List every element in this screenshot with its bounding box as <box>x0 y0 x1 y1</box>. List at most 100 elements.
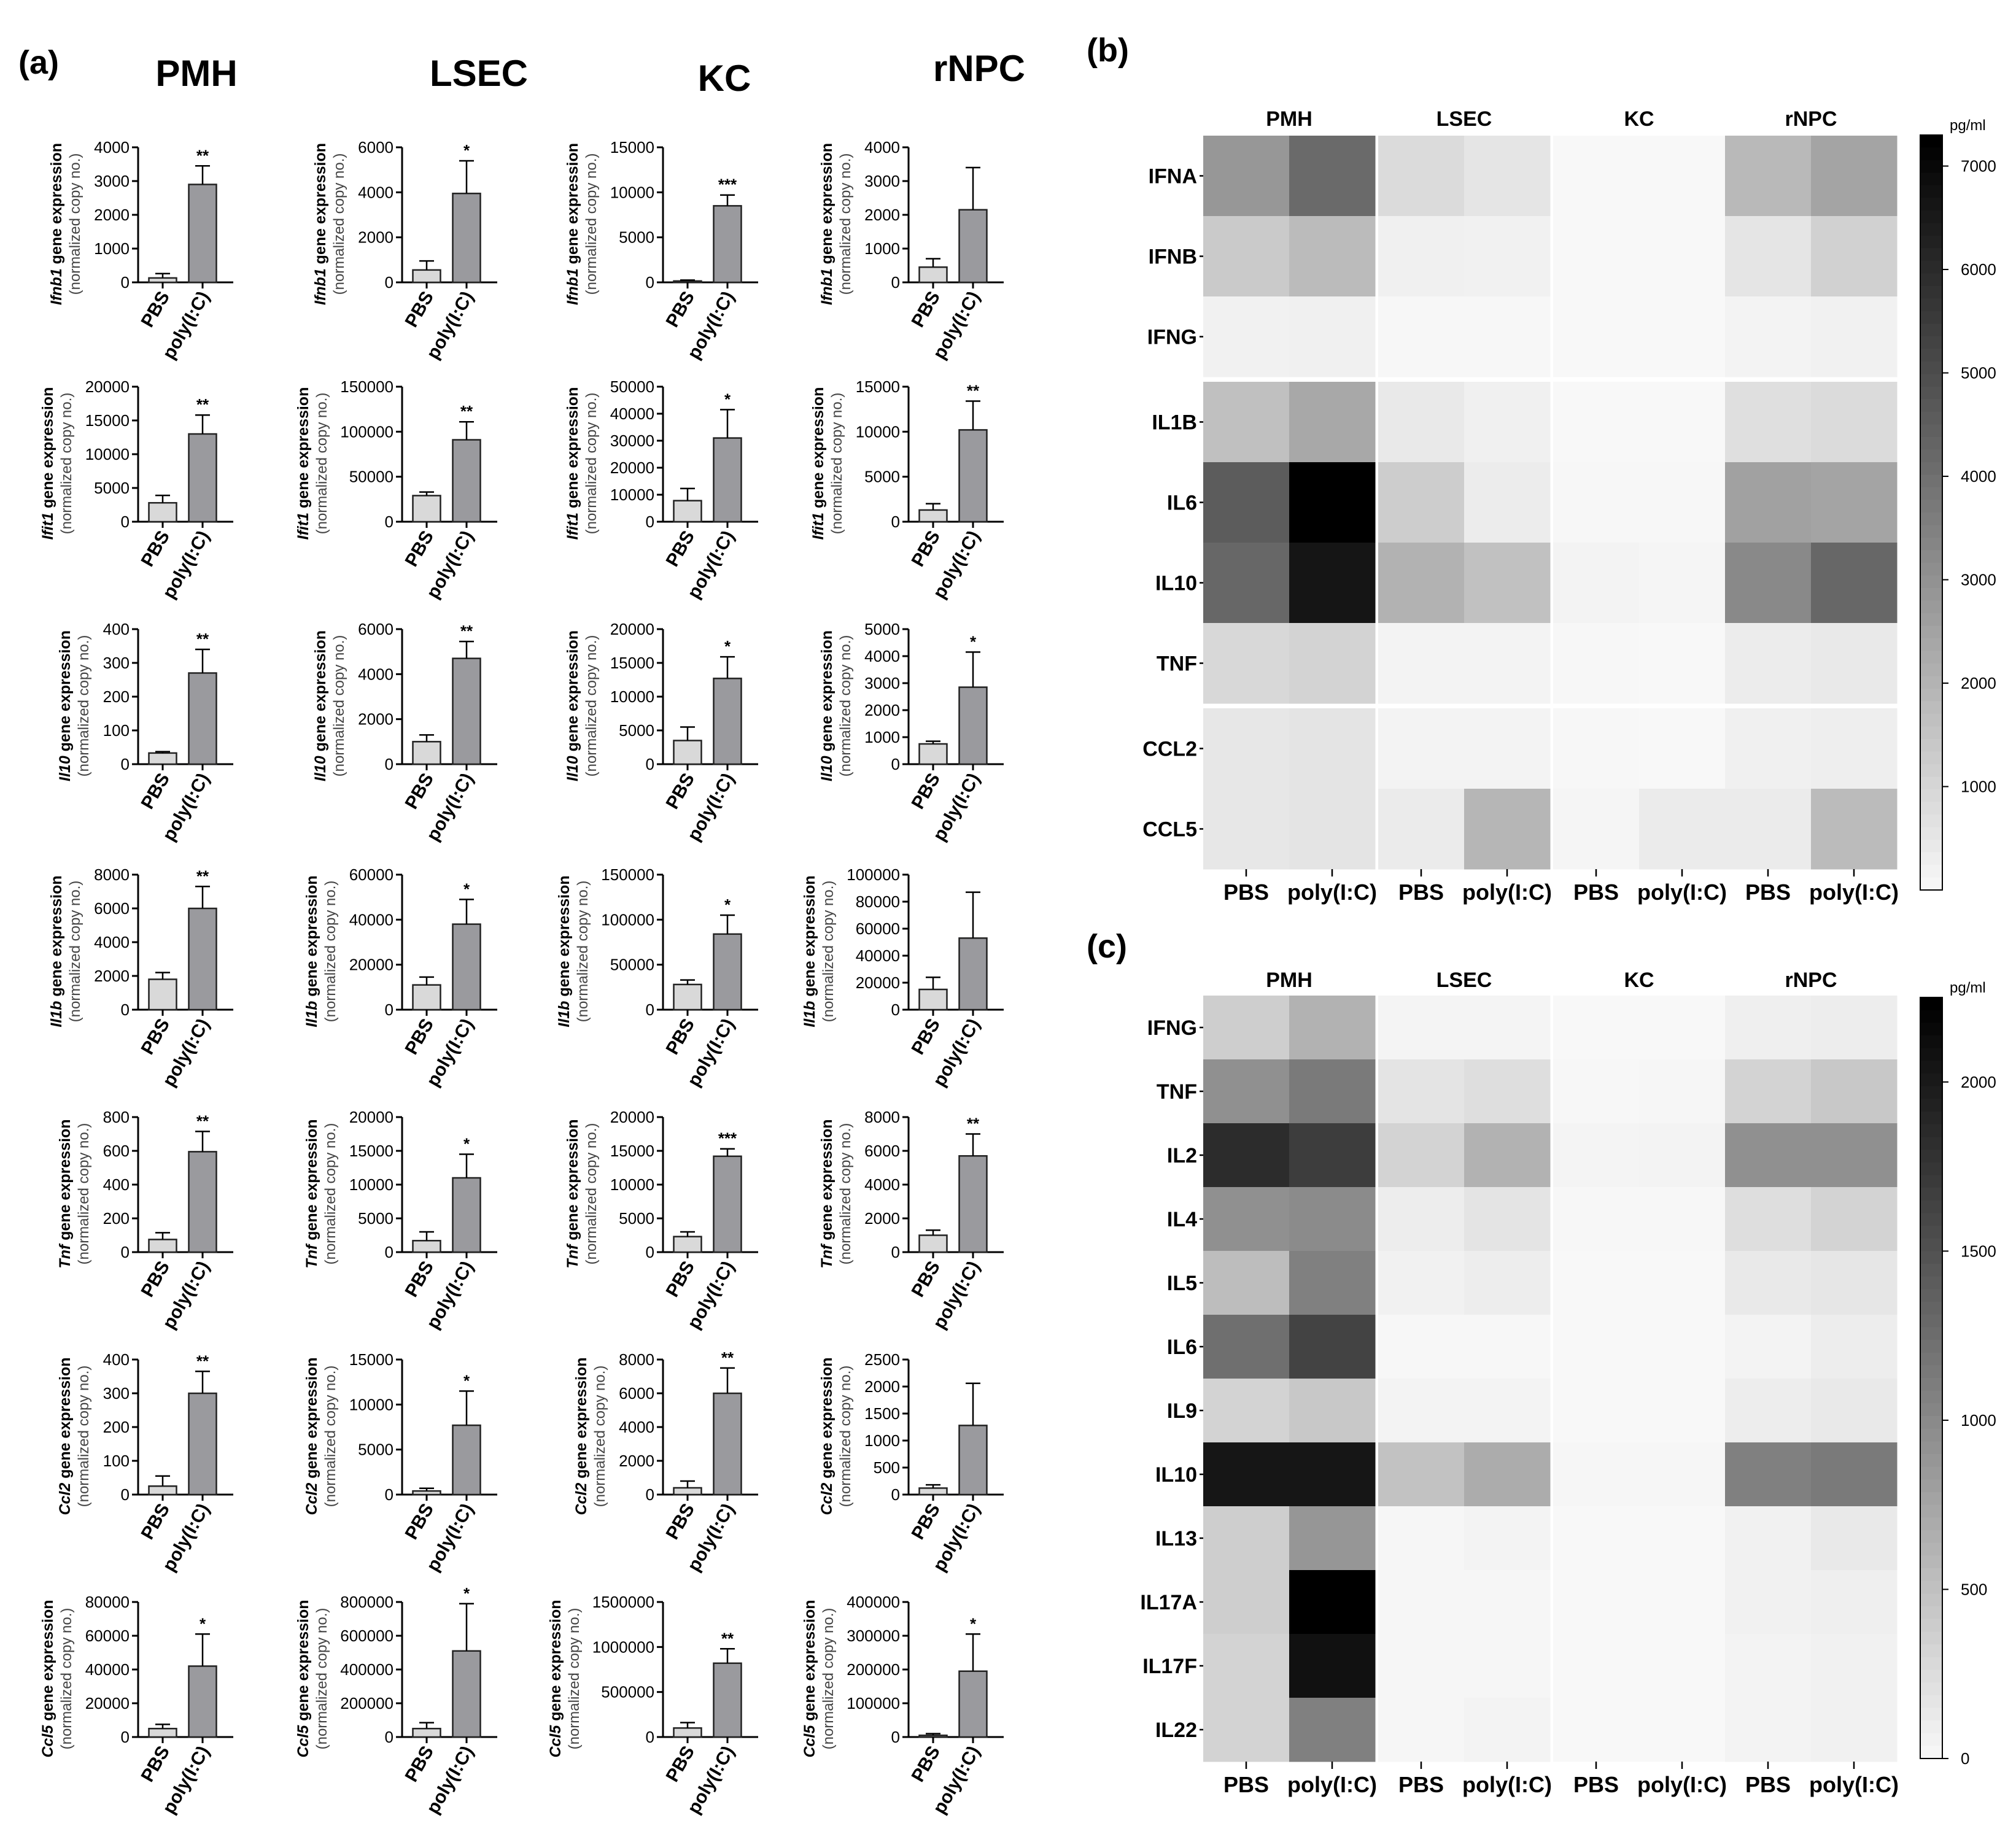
row-label-ifnb: IFNB <box>1149 246 1197 269</box>
y-axis-sublabel: (normalized copy no.) <box>820 1608 837 1750</box>
y-tick-label: 600 <box>103 1142 130 1160</box>
heatmap-cell <box>1639 1698 1726 1762</box>
bar-polyic <box>188 672 217 765</box>
colorbar-segment <box>1920 1302 1942 1315</box>
heatmap-cell <box>1553 136 1640 217</box>
bar-chart-grid: Ifnb1 gene expression (normalized copy no… <box>39 138 1004 1817</box>
x-label-polyic: poly(I:C) <box>1809 880 1899 905</box>
y-axis-label: Ccl5 gene expression <box>295 1600 312 1757</box>
colorbar-segment <box>1920 1390 1942 1404</box>
heatmap-cell <box>1553 1570 1640 1635</box>
y-tick-label: 500 <box>874 1458 900 1477</box>
heatmap-cell <box>1725 462 1812 543</box>
heatmap-cell <box>1464 623 1551 704</box>
y-axis-label-suffix: gene expression <box>564 143 581 268</box>
heatmap-cell <box>1289 1506 1376 1571</box>
y-axis-label-gene: Tnf <box>818 1243 835 1269</box>
bar-polyic <box>713 1155 742 1253</box>
y-axis-label-gene: Ifit1 <box>295 513 312 540</box>
colorbar-segment <box>1920 1314 1942 1328</box>
x-label-polyic: poly(I:C) <box>1809 1772 1899 1797</box>
y-tick-label: 15000 <box>349 1350 394 1369</box>
heatmap-cell <box>1289 1059 1376 1124</box>
bar-polyic <box>188 1151 217 1253</box>
y-tick-label: 10000 <box>85 445 130 463</box>
y-axis-label-suffix: gene expression <box>48 143 65 268</box>
x-label-pbs: PBS <box>662 527 699 570</box>
heatmap-cell <box>1725 1698 1812 1762</box>
heatmap-cell <box>1378 996 1465 1060</box>
heatmap-cell <box>1553 462 1640 543</box>
y-tick-label: 0 <box>385 273 394 292</box>
y-axis-label-gene: Ifnb1 <box>312 268 329 305</box>
colorbar-segment <box>1920 751 1942 765</box>
heatmap-cell <box>1203 1251 1290 1315</box>
y-axis-label-suffix: gene expression <box>56 1119 74 1244</box>
y-tick-label: 4000 <box>864 138 900 157</box>
y-tick-label: 5000 <box>619 228 654 247</box>
heatmap-cell <box>1811 1251 1898 1315</box>
y-tick-label: 40000 <box>349 910 394 929</box>
row-label-ifng: IFNG <box>1147 326 1197 349</box>
y-tick-label: 1000 <box>864 728 900 746</box>
y-tick-label: 150000 <box>601 865 654 884</box>
subplot-pmh-il1b: Il1b gene expression (normalized copy no.… <box>48 865 233 1090</box>
y-axis-label: Il10 gene expression <box>312 630 329 781</box>
y-axis-label-gene: Ccl5 <box>801 1725 818 1758</box>
bar-polyic <box>188 433 217 523</box>
bar-pbs <box>412 1490 441 1496</box>
colorbar-segment <box>1920 1581 1942 1594</box>
bar-pbs <box>918 509 948 523</box>
colorbar-segment <box>1920 513 1942 526</box>
colorbar-tick-label: 2000 <box>1961 1073 1996 1091</box>
colorbar-segment <box>1920 1606 1942 1620</box>
y-axis-label-suffix: gene expression <box>556 875 573 1000</box>
heatmap-cell <box>1725 216 1812 297</box>
colorbar-tick-label: 4000 <box>1961 467 1996 486</box>
y-tick-label: 15000 <box>349 1142 394 1160</box>
colorbar-frame <box>1920 997 1943 1759</box>
colorbar-segment <box>1920 714 1942 727</box>
significance-marker: * <box>463 1135 470 1153</box>
heatmap-cell <box>1639 789 1726 870</box>
col-title-rnpc: rNPC <box>933 48 1025 89</box>
x-label-pbs: PBS <box>908 527 944 570</box>
x-label-polyic: poly(I:C) <box>1287 880 1377 905</box>
panel-label-c: (c) <box>1087 928 1127 965</box>
y-tick-label: 100000 <box>847 865 900 884</box>
y-axis-sublabel: (normalized copy no.) <box>331 153 347 295</box>
colorbar-segment <box>1920 877 1942 891</box>
y-tick-label: 10000 <box>610 1175 654 1194</box>
bar-pbs <box>412 741 441 765</box>
y-axis-label: Tnf gene expression <box>818 1119 835 1268</box>
heatmap-cell <box>1289 462 1376 543</box>
colorbar-segment <box>1920 198 1942 211</box>
colorbar-segment <box>1920 1200 1942 1213</box>
y-tick-label: 100 <box>103 721 130 740</box>
colorbar-segment <box>1920 261 1942 274</box>
y-tick-label: 50000 <box>610 377 654 396</box>
heatmap-cell <box>1639 136 1726 217</box>
heatmap-cell <box>1811 1442 1898 1507</box>
y-tick-label: 20000 <box>349 1108 394 1126</box>
y-axis-sublabel: (normalized copy no.) <box>583 153 600 295</box>
y-axis-label-suffix: gene expression <box>818 1357 835 1482</box>
y-axis-label-gene: Il1b <box>556 1001 573 1027</box>
y-tick-label: 400 <box>103 620 130 638</box>
subplot-pmh-ifit1: Ifit1 gene expression (normalized copy no… <box>39 377 233 602</box>
group-header-pmh: PMH <box>1266 969 1312 992</box>
colorbar-segment <box>1920 1340 1942 1353</box>
colorbar-segment <box>1920 1733 1942 1746</box>
colorbar-frame <box>1920 134 1943 891</box>
y-tick-label: 40000 <box>610 404 654 423</box>
y-axis-label: Ifit1 gene expression <box>295 387 312 540</box>
subplot-lsec-ifnb1: Ifnb1 gene expression (normalized copy no… <box>312 138 497 363</box>
significance-marker: ** <box>460 622 473 640</box>
y-tick-label: 4000 <box>358 665 394 683</box>
heatmap-cell <box>1289 382 1376 463</box>
heatmap-cell <box>1811 1059 1898 1124</box>
row-label-il17f: IL17F <box>1142 1655 1197 1678</box>
heatmap-cell <box>1811 136 1898 217</box>
y-axis-sublabel: (normalized copy no.) <box>76 1366 92 1507</box>
y-tick-label: 5000 <box>358 1441 394 1459</box>
